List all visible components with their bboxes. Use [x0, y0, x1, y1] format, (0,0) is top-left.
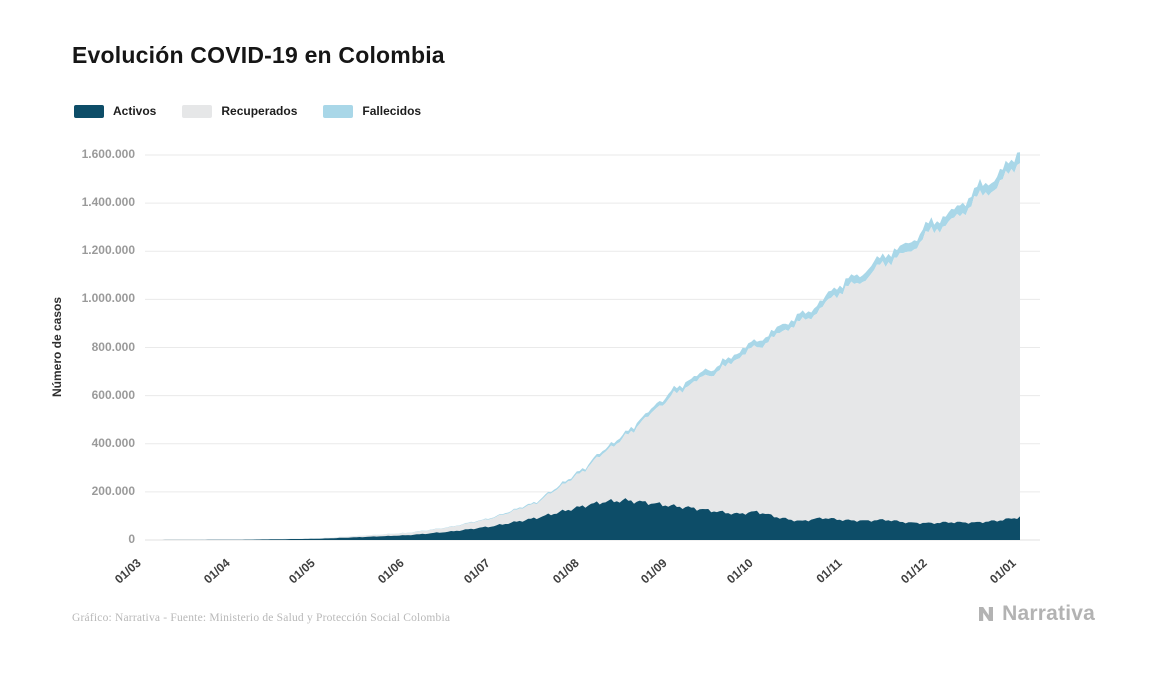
y-tick-label: 1.600.000: [81, 147, 135, 161]
page-title: Evolución COVID-19 en Colombia: [72, 42, 445, 68]
x-tick-label: 01/07: [460, 555, 493, 587]
x-tick-label: 01/09: [638, 555, 670, 587]
y-tick-label: 600.000: [91, 387, 135, 402]
y-tick-label: 1.200.000: [81, 243, 135, 258]
legend-label-recuperados: Recuperados: [221, 104, 298, 118]
y-tick-label: 0: [128, 532, 135, 546]
x-tick-label: 01/01: [986, 555, 1019, 587]
area-activos: [145, 498, 1020, 540]
x-tick-label: 01/11: [813, 555, 845, 586]
legend-item-recuperados: Recuperados: [182, 104, 297, 118]
chart-legend: Activos Recuperados Fallecidos: [74, 104, 421, 118]
x-tick-label: 01/04: [200, 555, 233, 587]
brand-logo: Narrativa: [976, 602, 1095, 626]
x-tick-label: 01/03: [111, 555, 144, 587]
y-tick-label: 1.000.000: [81, 291, 135, 306]
x-tick-label: 01/06: [375, 555, 407, 587]
area-recuperados: [145, 163, 1020, 540]
brand-name: Narrativa: [1002, 602, 1095, 625]
legend-label-fallecidos: Fallecidos: [362, 104, 422, 118]
legend-item-activos: Activos: [74, 104, 156, 118]
legend-swatch-fallecidos: [323, 104, 354, 118]
legend-label-activos: Activos: [113, 104, 157, 118]
area-fallecidos: [145, 152, 1020, 541]
y-tick-label: 800.000: [91, 339, 135, 354]
y-tick-label: 400.000: [91, 435, 135, 450]
legend-swatch-activos: [74, 104, 104, 118]
y-tick-label: 1.400.000: [81, 195, 135, 210]
legend-swatch-recuperados: [182, 104, 213, 118]
x-tick-label: 01/10: [723, 555, 756, 587]
source-note: Gráfico: Narrativa - Fuente: Ministerio …: [72, 612, 451, 624]
x-tick-label: 01/05: [286, 555, 319, 587]
narrativa-n-icon: [979, 607, 994, 621]
x-tick-label: 01/12: [898, 555, 931, 587]
legend-item-fallecidos: Fallecidos: [323, 104, 421, 118]
y-tick-label: 200.000: [91, 483, 135, 498]
x-tick-label: 01/08: [549, 555, 582, 587]
